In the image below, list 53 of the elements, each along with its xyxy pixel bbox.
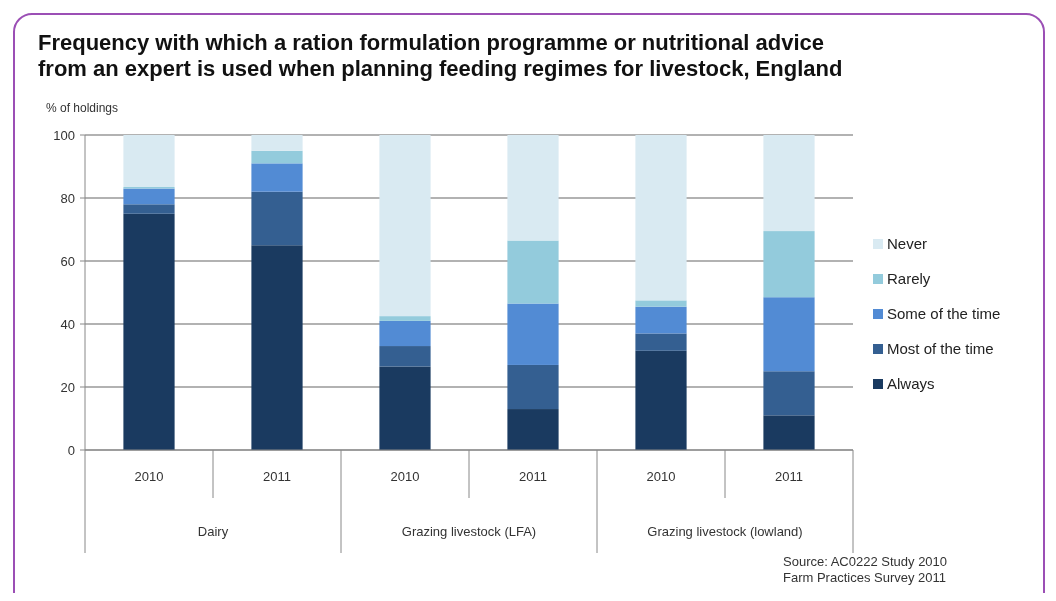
- text: Grazing livestock (lowland): [647, 524, 803, 539]
- bar: [379, 320, 431, 347]
- x-tick-label: 2011: [519, 469, 547, 484]
- legend-label: Rarely: [887, 270, 931, 287]
- chart-title: Frequency with which a ration formulation programme or nutritional advice from an expert is used when planning feeding regimes for livestock, England: [38, 30, 843, 81]
- bar: [379, 135, 431, 317]
- y-tick-label: 100: [53, 127, 75, 143]
- bar: [635, 333, 687, 351]
- y-tick-label: 80: [60, 190, 75, 206]
- bar: [123, 204, 175, 214]
- bar: [507, 409, 559, 450]
- bar: [379, 346, 431, 367]
- text: Dairy: [197, 524, 229, 539]
- y-tick-label: 0: [67, 442, 75, 458]
- y-axis-title: % of holdings: [46, 101, 119, 115]
- legend-label: Most of the time: [887, 340, 994, 357]
- x-tick-label: 2010: [646, 469, 676, 484]
- y-tick-label: 40: [60, 316, 75, 332]
- bar: [251, 135, 303, 151]
- bar: [379, 366, 431, 450]
- bar: [763, 415, 815, 450]
- bar: [635, 300, 687, 307]
- legend-label: Some of the time: [887, 305, 1001, 322]
- y-tick-label: 20: [60, 379, 75, 395]
- bar: [635, 350, 687, 450]
- bar: [507, 364, 559, 410]
- bar: [123, 188, 175, 205]
- bar: [251, 163, 303, 192]
- bar: [251, 191, 303, 246]
- x-tick-label: 2010: [390, 469, 420, 484]
- bar: [123, 213, 175, 450]
- bar: [507, 240, 559, 304]
- text: Grazing livestock (LFA): [401, 524, 537, 539]
- bar: [251, 150, 303, 164]
- bar: [763, 297, 815, 372]
- bar: [251, 245, 303, 450]
- source-note: Source: AC0222 Study 2010: [783, 554, 948, 569]
- bar: [763, 135, 815, 232]
- x-tick-label: 2011: [263, 469, 291, 484]
- bar: [507, 135, 559, 241]
- bar: [507, 303, 559, 365]
- bar: [379, 316, 431, 321]
- legend-label: Never: [887, 235, 928, 252]
- x-tick-label: 2010: [134, 469, 164, 484]
- bar: [635, 306, 687, 334]
- bar: [123, 135, 175, 187]
- bar: [763, 231, 815, 298]
- bar: [635, 135, 687, 301]
- bar: [763, 371, 815, 416]
- y-tick-label: 60: [60, 253, 75, 269]
- legend-label: Always: [887, 375, 935, 392]
- x-tick-label: 2011: [775, 469, 803, 484]
- text: Farm Practices Survey 2011: [783, 570, 947, 585]
